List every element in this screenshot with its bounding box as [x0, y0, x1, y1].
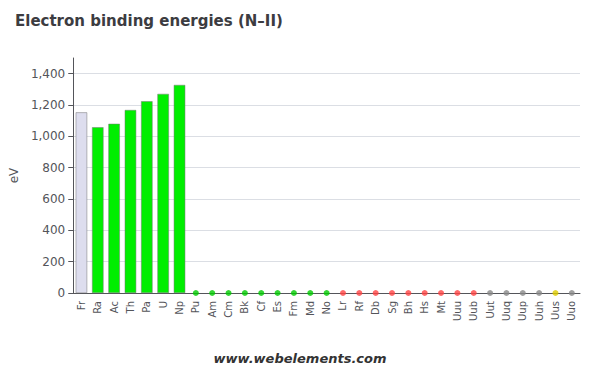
svg-text:400: 400 — [42, 223, 65, 237]
svg-text:Np: Np — [174, 301, 185, 315]
svg-text:0: 0 — [58, 286, 66, 300]
svg-text:Uup: Uup — [517, 301, 528, 321]
svg-text:Ra: Ra — [92, 301, 103, 314]
svg-text:Uut: Uut — [485, 301, 496, 319]
svg-text:Uub: Uub — [468, 301, 479, 321]
svg-text:Bk: Bk — [239, 301, 250, 314]
svg-text:Th: Th — [125, 301, 136, 314]
svg-text:No: No — [321, 301, 332, 315]
svg-text:Uuq: Uuq — [501, 301, 512, 321]
svg-text:Electron binding energies (N–I: Electron binding energies (N–II) — [15, 12, 283, 30]
svg-text:Cm: Cm — [223, 301, 234, 318]
svg-text:Rf: Rf — [354, 301, 365, 312]
svg-text:Pa: Pa — [141, 301, 152, 313]
svg-text:1,400: 1,400 — [31, 67, 65, 81]
svg-text:www.webelements.com: www.webelements.com — [213, 351, 386, 366]
svg-text:Sg: Sg — [387, 301, 398, 314]
svg-text:U: U — [158, 301, 169, 308]
svg-text:eV: eV — [7, 167, 21, 183]
svg-text:Fr: Fr — [76, 300, 87, 310]
svg-text:1,200: 1,200 — [31, 98, 65, 112]
svg-text:Am: Am — [207, 301, 218, 318]
svg-text:Uuh: Uuh — [534, 301, 545, 321]
svg-text:800: 800 — [42, 161, 65, 175]
svg-text:1,000: 1,000 — [31, 129, 65, 143]
svg-text:Pu: Pu — [190, 301, 201, 313]
svg-text:Cf: Cf — [256, 301, 267, 312]
svg-text:Db: Db — [370, 301, 381, 315]
svg-text:Es: Es — [272, 301, 283, 313]
svg-text:Uuo: Uuo — [566, 301, 577, 321]
svg-text:Uus: Uus — [550, 301, 561, 320]
svg-text:Md: Md — [305, 301, 316, 316]
svg-text:600: 600 — [42, 192, 65, 206]
svg-text:200: 200 — [42, 255, 65, 269]
svg-text:Hs: Hs — [419, 301, 430, 314]
svg-text:Fm: Fm — [288, 301, 299, 317]
svg-text:Bh: Bh — [403, 301, 414, 314]
svg-text:Ac: Ac — [109, 301, 120, 313]
svg-text:Mt: Mt — [436, 301, 447, 314]
svg-text:Lr: Lr — [337, 300, 348, 311]
svg-text:Uuu: Uuu — [452, 301, 463, 321]
